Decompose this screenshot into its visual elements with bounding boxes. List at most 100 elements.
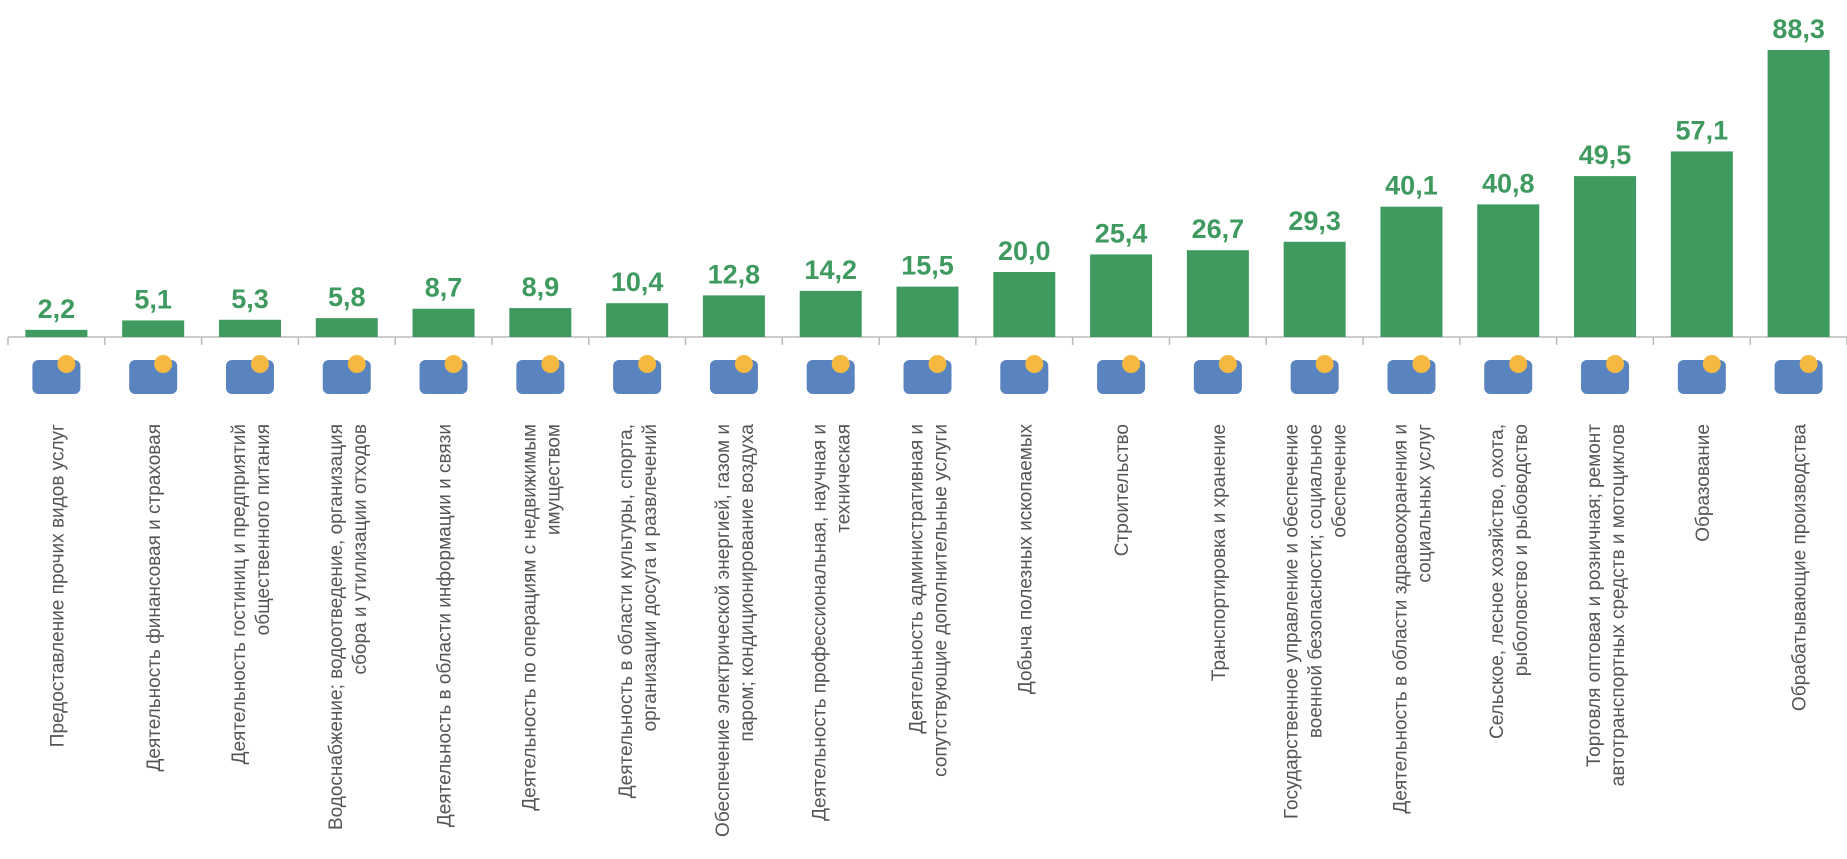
category-label-group: Деятельность в области здравоохранения и… bbox=[1390, 424, 1435, 814]
category-label-group: Деятельность финансовая и страховая bbox=[144, 424, 165, 771]
value-label: 26,7 bbox=[1192, 214, 1245, 244]
value-label: 88,3 bbox=[1772, 14, 1825, 44]
icon-shape bbox=[541, 355, 560, 373]
icon-shape bbox=[1218, 355, 1237, 373]
icon-shape bbox=[831, 355, 850, 373]
category-label-line: Предоставление прочих видов услуг bbox=[47, 424, 68, 747]
category-icon bbox=[32, 355, 81, 394]
bar bbox=[799, 290, 862, 337]
category-label: Деятельность гостиниц и предприятий общес… bbox=[229, 424, 274, 764]
category-icon bbox=[322, 355, 371, 394]
category-label-line: Сельское, лесное хозяйство, охота, bbox=[1487, 424, 1508, 739]
category-label: Обрабатывающие производства bbox=[1790, 424, 1811, 711]
category-label-group: Строительство bbox=[1112, 424, 1133, 556]
category-label: Обеспечение электрической энергией, газо… bbox=[713, 424, 758, 837]
bar bbox=[122, 320, 185, 337]
value-label: 40,8 bbox=[1482, 168, 1535, 198]
icon-shape bbox=[154, 355, 173, 373]
icon-shape bbox=[638, 355, 657, 373]
bar bbox=[509, 308, 572, 337]
category-icon bbox=[1097, 355, 1146, 394]
category-label-group: Обрабатывающие производства bbox=[1790, 424, 1811, 711]
category-label-group: Деятельность по операциям с недвижимым им… bbox=[519, 424, 564, 811]
category-icon bbox=[1000, 355, 1049, 394]
category-label-line: организации досуга и развлечений bbox=[640, 424, 661, 731]
category-label: Транспортировка и хранение bbox=[1209, 424, 1230, 681]
category-label-line: Деятельность административная и bbox=[907, 424, 928, 734]
category-icon bbox=[419, 355, 468, 394]
value-label: 14,2 bbox=[804, 255, 857, 285]
bar bbox=[1477, 204, 1540, 337]
category-label-group: Торговля оптовая и розничная; ремонт авто… bbox=[1584, 424, 1629, 787]
category-label-line: Государственное управление и обеспечение bbox=[1282, 424, 1303, 819]
value-label: 25,4 bbox=[1095, 218, 1148, 248]
category-label-line: Деятельность профессиональная, научная и bbox=[810, 424, 831, 821]
bar bbox=[1090, 254, 1153, 337]
bar bbox=[896, 286, 959, 337]
category-icon bbox=[129, 355, 178, 394]
icon-shape bbox=[1799, 355, 1818, 373]
category-icon bbox=[1484, 355, 1533, 394]
category-label-line: Обеспечение электрической энергией, газо… bbox=[713, 424, 734, 837]
category-label: Торговля оптовая и розничная; ремонт авто… bbox=[1584, 424, 1629, 787]
value-label: 29,3 bbox=[1288, 206, 1341, 236]
bar bbox=[412, 308, 475, 337]
bar bbox=[702, 295, 765, 337]
category-label: Добыча полезных ископаемых bbox=[1015, 424, 1036, 695]
category-icon bbox=[709, 355, 758, 394]
category-label: Деятельность в области информации и связ… bbox=[435, 424, 456, 827]
category-label-line: имуществом bbox=[543, 424, 564, 535]
category-label-line: сбора и утилизации отходов bbox=[350, 424, 371, 674]
category-label-line: техническая bbox=[834, 424, 855, 533]
category-label-line: Транспортировка и хранение bbox=[1209, 424, 1230, 681]
category-label-line: Деятельность гостиниц и предприятий bbox=[229, 424, 250, 764]
icon-shape bbox=[347, 355, 366, 373]
category-label-line: Деятельность по операциям с недвижимым bbox=[519, 424, 540, 811]
category-icon bbox=[1290, 355, 1339, 394]
bar bbox=[1380, 206, 1443, 337]
bar bbox=[1186, 250, 1249, 337]
category-label: Деятельность по операциям с недвижимым им… bbox=[519, 424, 564, 811]
category-label-line: автотранспортных средств и мотоциклов bbox=[1608, 424, 1629, 786]
icon-shape bbox=[1412, 355, 1431, 373]
category-label-line: Строительство bbox=[1112, 424, 1133, 556]
category-label: Сельское, лесное хозяйство, охота, рыболо… bbox=[1487, 424, 1532, 739]
category-label-group: Добыча полезных ископаемых bbox=[1015, 424, 1036, 695]
category-label: Строительство bbox=[1112, 424, 1133, 556]
bar bbox=[1767, 50, 1830, 337]
category-label: Деятельность профессиональная, научная и… bbox=[810, 424, 855, 821]
value-label: 8,7 bbox=[425, 273, 463, 303]
icon-shape bbox=[1606, 355, 1625, 373]
category-label: Деятельность в области здравоохранения и… bbox=[1390, 424, 1435, 814]
category-label: Деятельность административная и сопутству… bbox=[907, 424, 952, 777]
category-label-line: Деятельность в области культуры, спорта, bbox=[616, 424, 637, 798]
bar bbox=[315, 318, 378, 337]
category-icon bbox=[225, 355, 274, 394]
icon-shape bbox=[928, 355, 947, 373]
category-icon bbox=[613, 355, 662, 394]
category-label-group: Водоснабжение; водоотведение, организаци… bbox=[326, 424, 371, 830]
category-icon bbox=[1677, 355, 1726, 394]
category-label-group: Сельское, лесное хозяйство, охота, рыболо… bbox=[1487, 424, 1532, 739]
category-icon bbox=[1387, 355, 1436, 394]
bar bbox=[1670, 151, 1733, 337]
value-label: 15,5 bbox=[901, 251, 954, 281]
category-label-line: паром; кондиционирование воздуха bbox=[737, 424, 758, 742]
category-label-group: Деятельность профессиональная, научная и… bbox=[810, 424, 855, 821]
category-label: Государственное управление и обеспечение… bbox=[1282, 424, 1351, 819]
value-label: 20,0 bbox=[998, 236, 1051, 266]
category-label-group: Предоставление прочих видов услуг bbox=[47, 424, 68, 747]
value-label: 5,3 bbox=[231, 284, 269, 314]
category-label-line: социальных услуг bbox=[1414, 424, 1435, 583]
value-label: 5,8 bbox=[328, 282, 366, 312]
category-label-line: общественного питания bbox=[253, 424, 274, 635]
bar bbox=[218, 319, 281, 337]
icon-shape bbox=[57, 355, 76, 373]
category-icon bbox=[516, 355, 565, 394]
category-label: Водоснабжение; водоотведение, организаци… bbox=[326, 424, 371, 830]
value-label: 49,5 bbox=[1579, 140, 1632, 170]
category-label: Образование bbox=[1693, 424, 1714, 542]
icon-shape bbox=[1315, 355, 1334, 373]
bar bbox=[1283, 241, 1346, 337]
category-label: Деятельность в области культуры, спорта,… bbox=[616, 424, 661, 798]
